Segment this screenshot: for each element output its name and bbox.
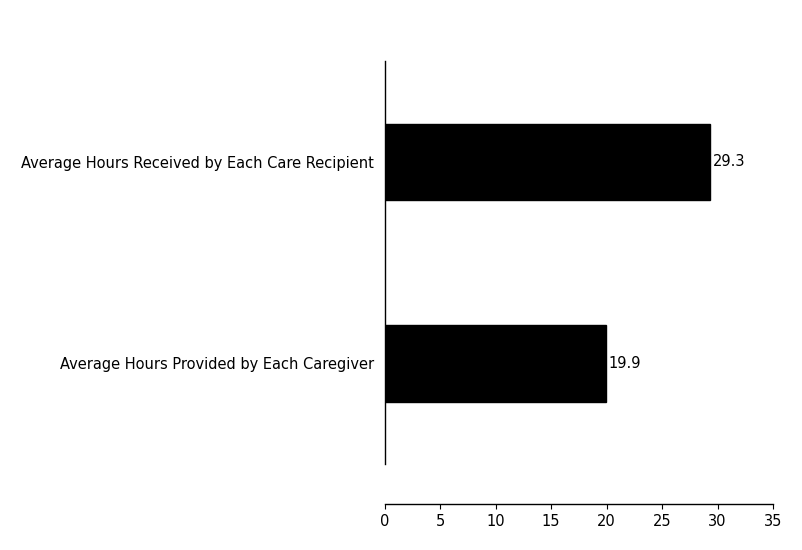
Bar xyxy=(384,124,709,200)
Text: 19.9: 19.9 xyxy=(608,356,641,371)
Text: 29.3: 29.3 xyxy=(712,155,745,169)
Bar xyxy=(384,325,605,402)
